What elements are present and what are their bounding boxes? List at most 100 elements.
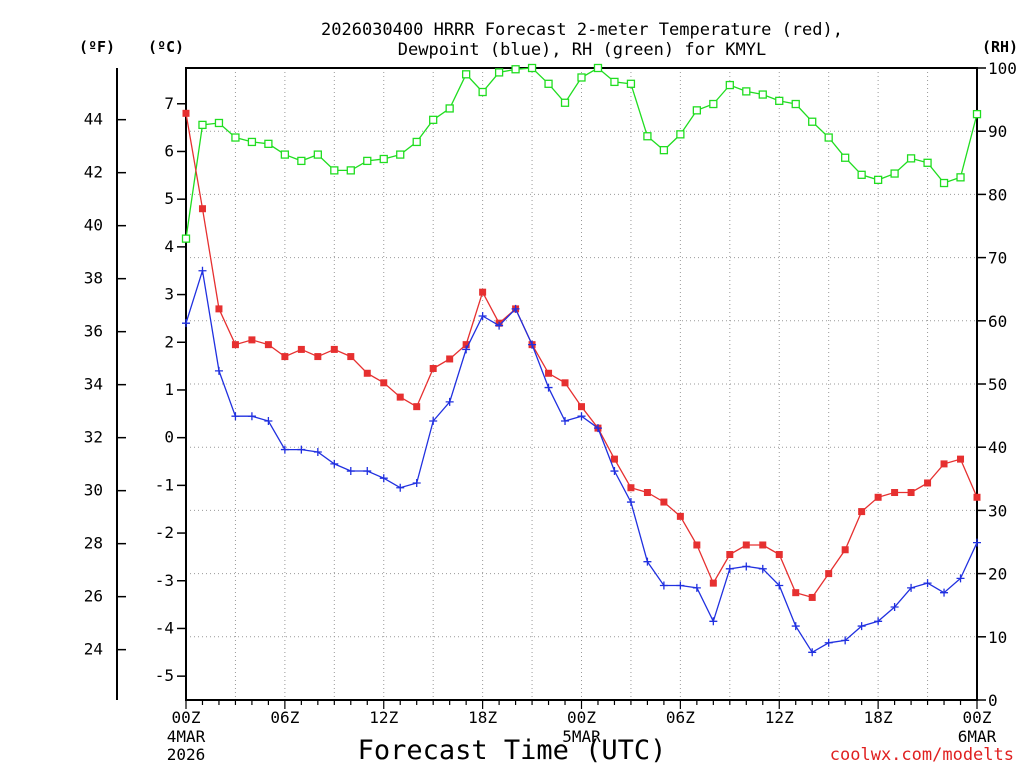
temperature-point <box>907 489 915 497</box>
rh-point <box>214 118 224 128</box>
temperature-point <box>380 379 388 387</box>
dewpoint-point <box>874 617 883 626</box>
temperature-point <box>413 403 421 411</box>
series-temperature <box>182 109 981 601</box>
rh-point <box>511 65 520 74</box>
series <box>181 63 982 657</box>
x-date-label: 6MAR <box>958 727 997 746</box>
dewpoint-point <box>462 345 471 354</box>
rh-point <box>577 73 586 82</box>
temperature-point <box>363 369 371 377</box>
x-tick-label: 18Z <box>468 708 497 727</box>
dewpoint-point <box>973 538 981 547</box>
temperature-point <box>396 393 404 401</box>
temperature-point <box>198 205 206 213</box>
dewpoint-point <box>412 478 421 487</box>
x-tick-label: 12Z <box>765 708 794 727</box>
temperature-point <box>709 579 717 587</box>
chart-title-line1: 2026030400 HRRR Forecast 2-meter Tempera… <box>321 20 843 40</box>
rh-tick-label: 30 <box>988 501 1007 520</box>
fahrenheit-tick-label: 44 <box>84 110 103 129</box>
dewpoint-point <box>495 321 504 330</box>
temperature-point <box>446 355 454 363</box>
rh-point <box>841 153 850 162</box>
fahrenheit-tick-label: 30 <box>84 481 103 500</box>
axes <box>116 67 986 709</box>
rh-point <box>857 170 866 179</box>
temperature-point <box>775 551 783 559</box>
temperature-point <box>858 508 866 516</box>
x-axis-label: Forecast Time (UTC) <box>358 735 667 766</box>
celsius-tick-label: 0 <box>164 428 174 447</box>
rh-point <box>445 104 454 113</box>
x-tick-label: 06Z <box>666 708 695 727</box>
temperature-point <box>676 512 684 520</box>
rh-point <box>396 150 405 159</box>
x-tick-label: 00Z <box>567 708 596 727</box>
dewpoint-point <box>214 366 223 375</box>
temperature-point <box>874 493 882 501</box>
temperature-point <box>891 489 899 497</box>
fahrenheit-tick-label: 28 <box>84 534 103 553</box>
temperature-point <box>627 484 635 492</box>
dewpoint-point <box>824 638 833 647</box>
temperature-point <box>825 570 833 578</box>
x-tick-label: 18Z <box>864 708 893 727</box>
dewpoint-point <box>280 445 289 454</box>
dewpoint-point <box>593 424 602 433</box>
rh-point <box>659 146 669 155</box>
rh-tick-label: 20 <box>988 565 1007 584</box>
celsius-tick-label: -4 <box>155 618 174 637</box>
rh-point <box>890 169 899 178</box>
celsius-tick-label: -1 <box>155 475 174 494</box>
rh-point <box>478 87 487 97</box>
dewpoint-point <box>890 602 899 611</box>
rh-point <box>791 99 800 109</box>
x-tick-label: 00Z <box>172 708 201 727</box>
rh-point <box>544 79 553 88</box>
dewpoint-point <box>231 412 240 421</box>
celsius-tick-label: 5 <box>164 189 174 208</box>
rh-point <box>939 178 949 188</box>
dewpoint-point <box>561 416 570 425</box>
rh-point <box>313 150 322 159</box>
temperature-point <box>940 460 948 468</box>
rh-point <box>379 154 388 164</box>
celsius-tick-label: -2 <box>155 523 174 542</box>
celsius-tick-label: -5 <box>155 666 174 685</box>
celsius-tick-label: 3 <box>164 285 174 304</box>
dewpoint-point <box>956 574 965 583</box>
temperature-point <box>462 341 470 349</box>
dewpoint-point <box>659 581 668 590</box>
credit-link[interactable]: coolwx.com/modelts <box>830 745 1014 765</box>
celsius-tick-label: 6 <box>164 141 174 160</box>
dewpoint-point <box>396 483 405 492</box>
fahrenheit-tick-label: 42 <box>84 163 103 182</box>
fahrenheit-tick-label: 34 <box>84 375 103 394</box>
dewpoint-point <box>247 412 256 421</box>
dewpoint-point <box>643 557 652 566</box>
rh-point <box>692 106 702 115</box>
rh-point <box>626 79 636 88</box>
dewpoint-point <box>857 622 866 631</box>
dewpoint-point <box>758 564 767 573</box>
series-rh <box>181 63 982 243</box>
rh-point <box>972 109 982 119</box>
rh-point <box>676 130 685 139</box>
temperature-point <box>660 498 668 506</box>
rh-tick-label: 90 <box>988 122 1007 141</box>
rh-point <box>527 63 537 73</box>
temperature-point <box>957 455 965 463</box>
rh-point <box>906 154 916 163</box>
x-tick-label: 12Z <box>369 708 398 727</box>
celsius-unit-label: (ºC) <box>148 38 184 56</box>
temperature-point <box>693 541 701 549</box>
series-dewpoint <box>182 266 981 657</box>
temperature-point <box>330 345 338 353</box>
temperature-point <box>429 364 437 372</box>
dewpoint-point <box>544 383 553 392</box>
temperature-point <box>215 305 223 313</box>
temperature-point <box>314 353 322 361</box>
dewpoint-point <box>626 498 635 507</box>
